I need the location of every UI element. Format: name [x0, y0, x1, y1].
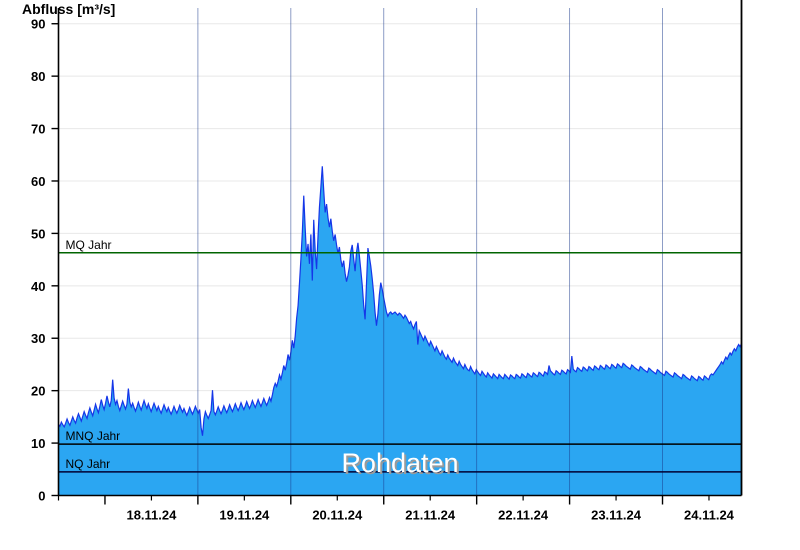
svg-text:Rohdaten: Rohdaten: [343, 450, 460, 480]
axes-frame: [57, 0, 743, 497]
svg-text:20.11.24: 20.11.24: [312, 508, 363, 523]
svg-text:0: 0: [38, 489, 45, 504]
svg-text:24.11.24: 24.11.24: [684, 508, 735, 523]
svg-text:21.11.24: 21.11.24: [405, 508, 456, 523]
y-axis-ticks: [51, 23, 59, 497]
discharge-area-series: [58, 166, 743, 496]
svg-text:23.11.24: 23.11.24: [591, 508, 642, 523]
svg-text:50: 50: [31, 226, 45, 241]
reference-lines: [58, 252, 742, 473]
svg-text:22.11.24: 22.11.24: [498, 508, 549, 523]
x-axis-ticks: [57, 495, 710, 505]
chart-axis-title: Abfluss [m³/s]: [22, 1, 116, 17]
svg-text:Rohdaten: Rohdaten: [341, 448, 458, 478]
vertical-day-gridlines: [197, 8, 663, 496]
svg-text:60: 60: [31, 174, 45, 189]
svg-text:19.11.24: 19.11.24: [219, 508, 270, 523]
svg-text:MQ Jahr: MQ Jahr: [66, 238, 112, 252]
reference-line-labels: MQ Jahr MNQ Jahr NQ Jahr: [66, 238, 121, 471]
y-axis-tick-labels: 0 10 20 30 40 50 60 70 80 90: [31, 17, 45, 504]
svg-text:10: 10: [31, 436, 45, 451]
x-axis-tick-labels: 18.11.24 19.11.24 20.11.24 21.11.24 22.11.24…: [126, 508, 734, 523]
svg-text:18.11.24: 18.11.24: [126, 508, 177, 523]
svg-text:90: 90: [31, 17, 45, 32]
svg-text:MNQ Jahr: MNQ Jahr: [66, 429, 121, 443]
svg-text:NQ Jahr: NQ Jahr: [66, 457, 111, 471]
svg-text:70: 70: [31, 122, 45, 137]
svg-text:40: 40: [31, 279, 45, 294]
svg-text:80: 80: [31, 69, 45, 84]
svg-text:20: 20: [31, 384, 45, 399]
svg-text:30: 30: [31, 331, 45, 346]
